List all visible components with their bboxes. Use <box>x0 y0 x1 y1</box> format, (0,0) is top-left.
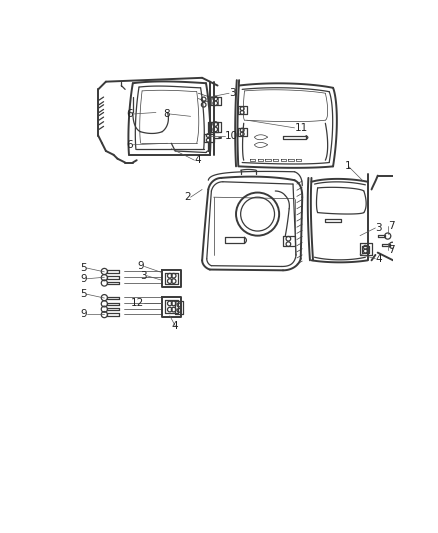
Text: 3: 3 <box>375 223 382 233</box>
Text: 3: 3 <box>140 271 147 281</box>
Text: 10: 10 <box>225 131 238 141</box>
Text: 1: 1 <box>345 161 352 172</box>
Text: 8: 8 <box>163 109 170 119</box>
Text: 4: 4 <box>172 321 179 331</box>
Text: 7: 7 <box>389 245 395 255</box>
Text: 2: 2 <box>184 192 191 202</box>
Text: 5: 5 <box>80 263 87 273</box>
Text: 11: 11 <box>294 123 308 133</box>
Text: 4: 4 <box>375 254 382 264</box>
Text: 5: 5 <box>80 289 87 299</box>
Text: 6: 6 <box>126 140 133 150</box>
Text: 9: 9 <box>138 262 145 271</box>
Text: 12: 12 <box>131 298 145 309</box>
Text: 3: 3 <box>229 88 236 98</box>
Text: 9: 9 <box>80 274 87 284</box>
Text: 4: 4 <box>194 155 201 165</box>
Text: 7: 7 <box>389 221 395 231</box>
Text: 6: 6 <box>126 109 133 119</box>
Text: 9: 9 <box>80 309 87 319</box>
